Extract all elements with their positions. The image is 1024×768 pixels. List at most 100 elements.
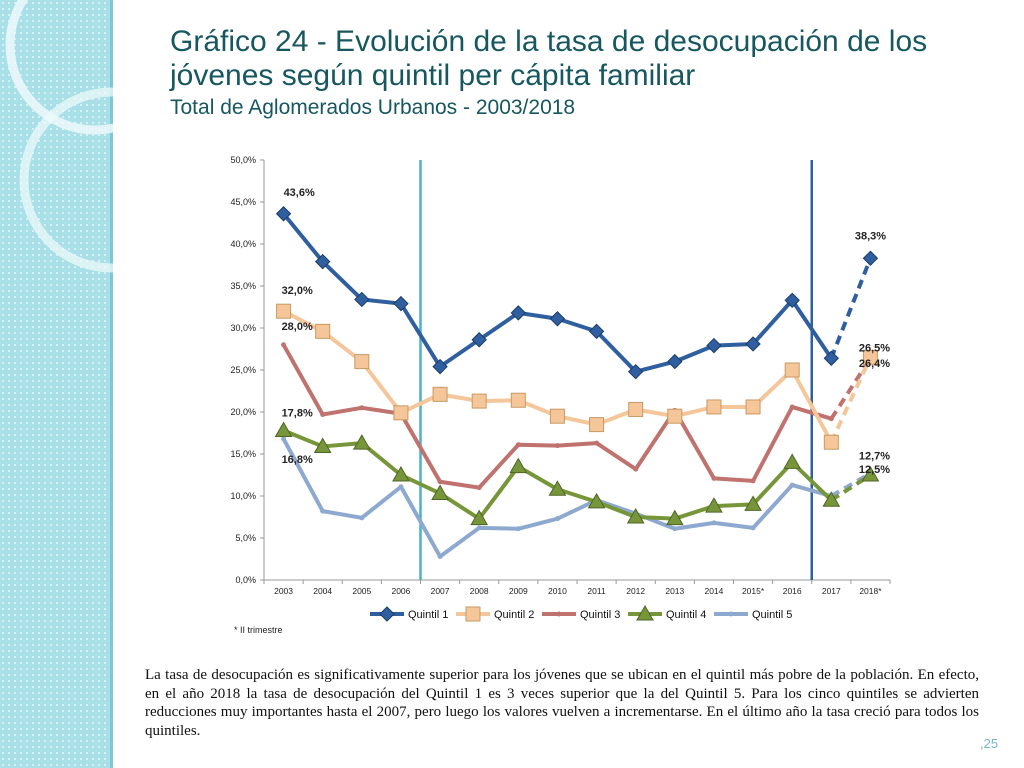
data-point (476, 485, 482, 491)
data-point (354, 291, 370, 308)
data-point (548, 480, 567, 496)
data-label: 26,5% (859, 342, 890, 354)
series-dashed-segment (830, 471, 872, 498)
data-point (783, 453, 802, 469)
data-point (750, 478, 756, 484)
x-tick-label: 2006 (391, 586, 410, 596)
data-point (392, 465, 410, 482)
data-point (509, 457, 528, 474)
data-label: 38,3% (855, 230, 886, 242)
series-dashed-segment (829, 257, 873, 359)
y-tick-label: 40,0% (230, 239, 256, 249)
data-point (320, 412, 326, 418)
y-tick-label: 20,0% (230, 407, 256, 417)
data-point (672, 526, 678, 532)
data-point (862, 349, 878, 365)
data-point (315, 323, 331, 339)
y-tick-label: 10,0% (230, 491, 256, 501)
y-tick-label: 35,0% (230, 281, 256, 291)
data-point (354, 354, 370, 370)
slide-title: Gráfico 24 - Evolución de la tasa de des… (170, 25, 990, 121)
data-label: 28,0% (282, 321, 313, 333)
data-point (594, 440, 600, 446)
data-label: 12,5% (859, 464, 890, 476)
x-tick-label: 2005 (352, 586, 371, 596)
data-point (359, 405, 365, 411)
data-point (274, 421, 293, 437)
data-point (588, 323, 605, 340)
data-point (589, 417, 605, 433)
legend-label: Quintil 2 (494, 609, 534, 621)
data-point (784, 292, 800, 308)
data-label: 16,8% (282, 454, 313, 466)
data-point (706, 399, 722, 415)
data-point (549, 408, 565, 424)
legend-label: Quintil 5 (752, 609, 792, 621)
data-point (705, 497, 723, 513)
data-point (823, 434, 839, 450)
decorative-side-panel (0, 0, 113, 768)
data-point (627, 363, 644, 380)
data-point (823, 350, 840, 366)
x-tick-label: 2004 (313, 586, 332, 596)
page-number: ,25 (980, 736, 999, 751)
data-point (437, 479, 443, 485)
legend-swatch-marker (556, 611, 562, 617)
data-point (822, 491, 841, 507)
x-tick-label: 2018* (859, 586, 882, 596)
decorative-rings (5, 0, 113, 273)
data-point (549, 311, 566, 327)
data-point (320, 508, 326, 514)
data-point (471, 393, 487, 409)
data-point (359, 515, 365, 521)
x-tick-label: 2010 (548, 586, 567, 596)
data-point (633, 466, 639, 472)
data-point (554, 443, 560, 449)
y-tick-label: 30,0% (230, 323, 256, 333)
y-tick-label: 0,0% (235, 575, 256, 585)
footnote: * II trimestre (234, 625, 283, 635)
data-point (393, 405, 409, 421)
title-sub: Total de Aglomerados Urbanos - 2003/2018 (170, 96, 576, 119)
legend-swatch-marker (636, 604, 654, 621)
data-point (314, 253, 331, 270)
data-label: 12,7% (859, 450, 890, 462)
data-point (789, 482, 795, 488)
data-point (711, 520, 717, 526)
data-label: 32,0% (282, 285, 313, 297)
data-point (861, 465, 880, 482)
data-point (667, 408, 683, 424)
data-point (510, 305, 527, 321)
data-point (276, 303, 292, 319)
x-tick-label: 2013 (665, 586, 684, 596)
data-point (628, 401, 644, 417)
x-tick-label: 2007 (431, 586, 450, 596)
side-panel-edge (110, 0, 113, 768)
data-point (554, 516, 560, 522)
data-point (750, 525, 756, 531)
data-point (706, 337, 722, 354)
line-chart: 0,0% 5,0% 10,0% 15,0% 20,0% 25,0% 30,0% 35,0% 40… (230, 155, 891, 622)
x-tick-label: 2012 (626, 586, 645, 596)
data-point (431, 484, 449, 500)
y-tick-label: 45,0% (230, 197, 256, 207)
data-point (281, 342, 287, 348)
data-point (587, 492, 606, 509)
description-paragraph: La tasa de desocupación es significativa… (145, 667, 979, 739)
x-tick-label: 2016 (783, 586, 802, 596)
x-tick-label: 2011 (587, 586, 606, 596)
data-point (275, 206, 292, 222)
data-label: 17,8% (282, 407, 313, 419)
x-tick-label: 2015* (742, 586, 765, 596)
data-point (352, 434, 371, 450)
legend-swatch-marker (379, 606, 395, 622)
title-main: Gráfico 24 - Evolución de la tasa de des… (170, 25, 928, 92)
data-point (470, 509, 489, 526)
data-point (667, 353, 683, 370)
legend-swatch-marker (465, 606, 481, 622)
data-point (745, 399, 761, 415)
series-line-quintil-5 (281, 437, 832, 559)
data-point (313, 437, 332, 453)
y-tick-label: 5,0% (235, 533, 256, 543)
data-label: 26,4% (859, 358, 890, 370)
